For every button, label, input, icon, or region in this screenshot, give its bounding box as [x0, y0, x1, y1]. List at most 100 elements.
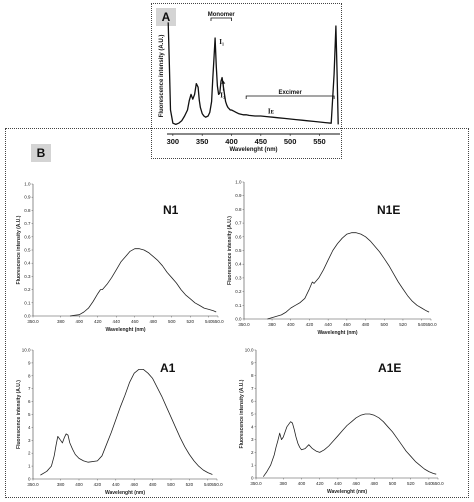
- x-axis-label: Wavelenght (nm): [327, 489, 367, 495]
- y-tick-label: 9: [251, 360, 254, 365]
- y-tick-label: 5: [251, 412, 254, 417]
- series-line: [262, 413, 437, 477]
- x-tick-label: 440: [112, 319, 120, 324]
- y-tick-label: 2: [251, 450, 254, 455]
- x-tick-label: 440: [334, 481, 342, 486]
- series-line: [40, 369, 213, 476]
- x-tick-label: 460: [352, 481, 360, 486]
- x-axis-label: Wavelenght (nm): [105, 490, 145, 496]
- peak-i3-label: I₃: [220, 92, 225, 100]
- y-tick-label: 7: [28, 386, 31, 391]
- chart-n1e: 0.0 0.1 0.2 0.3 0.4 0.5 0.6 0.7 0.8 0.9 1.0 350.0 38…: [227, 180, 437, 337]
- panel-b-frame: [5, 128, 469, 498]
- x-tick-label: 550.0: [432, 481, 444, 486]
- chart-title: A1E: [378, 361, 401, 375]
- y-tick-label: 0.3: [235, 275, 242, 280]
- monomer-label: Monomer: [208, 12, 236, 18]
- x-tick-label: 350.0: [27, 482, 39, 487]
- x-tick-label: 400: [75, 482, 83, 487]
- x-axis-label: Wavelenght (nm): [317, 330, 357, 336]
- y-tick-label: 0: [28, 477, 31, 482]
- x-tick-label: 400: [298, 481, 306, 486]
- y-tick-label: 4: [251, 424, 254, 429]
- x-tick-label: 540: [204, 482, 212, 487]
- y-tick-label: 0.7: [235, 221, 242, 226]
- x-tick-label: 380: [268, 322, 276, 327]
- panel-a-frame: [151, 3, 342, 159]
- panel-b-label: B: [31, 144, 51, 162]
- y-tick-label: 1.0: [24, 182, 31, 187]
- y-tick-label: 6: [28, 399, 31, 404]
- x-tick-label: 380: [280, 481, 288, 486]
- x-tick-label: 500: [380, 322, 388, 327]
- x-tick-label: 480: [371, 481, 379, 486]
- excimer-bracket: [245, 95, 335, 99]
- y-tick-label: 10.0: [245, 348, 254, 353]
- x-tick-label: 540: [418, 322, 426, 327]
- y-tick-label: 1: [251, 463, 254, 468]
- chart-a1: 0 1 2 3 4 5 6 7 8 9 10.0 350.0 380 400 420 440 460 480 500…: [16, 348, 223, 497]
- excimer-label: Excimer: [278, 90, 302, 96]
- y-tick-label: 0: [251, 476, 254, 481]
- x-tick-label: 380: [57, 482, 65, 487]
- y-axis-label: Fluorescence intensity (A.U.): [159, 35, 165, 118]
- peak-ie-label: Iᴇ: [268, 108, 275, 116]
- x-tick-label: 550.0: [212, 319, 224, 324]
- x-tick-label: 500: [389, 481, 397, 486]
- x-tick-label: 520: [186, 319, 194, 324]
- x-tick-label: 420: [94, 482, 102, 487]
- x-tick-label: 520: [186, 482, 194, 487]
- y-tick-label: 0.7: [24, 221, 31, 226]
- x-tick-label: 440: [112, 482, 120, 487]
- x-tick-label: 550.0: [211, 482, 223, 487]
- y-tick-label: 3: [28, 438, 31, 443]
- x-tick-label: 350.0: [238, 322, 250, 327]
- y-tick-label: 0.9: [24, 195, 31, 200]
- series-line: [167, 22, 339, 126]
- peak-i3-arrowhead: [221, 80, 226, 84]
- y-tick-label: 1: [28, 464, 31, 469]
- y-tick-label: 0.6: [235, 234, 242, 239]
- chart-title: N1E: [377, 203, 400, 217]
- y-tick-label: 9: [28, 360, 31, 365]
- y-tick-label: 8: [28, 373, 31, 378]
- x-tick-label: 460: [130, 482, 138, 487]
- x-tick-label: 480: [149, 482, 157, 487]
- x-tick-label: 400: [225, 137, 238, 146]
- y-tick-label: 0.4: [235, 262, 242, 267]
- x-tick-label: 480: [149, 319, 157, 324]
- y-tick-label: 0.8: [24, 208, 31, 213]
- y-axis-label: Fluorescence intensity (A.U.): [239, 379, 245, 448]
- y-tick-label: 4: [28, 425, 31, 430]
- x-tick-label: 550: [313, 137, 326, 146]
- x-tick-label: 350: [196, 137, 209, 146]
- x-tick-label: 460: [343, 322, 351, 327]
- chart-a1e: 0 1 2 3 4 5 6 7 8 9 10.0 350.0 380 400 420 440 460 480 500…: [239, 348, 444, 496]
- y-tick-label: 7: [251, 386, 254, 391]
- y-tick-label: 10.0: [22, 348, 31, 353]
- x-tick-label: 420: [306, 322, 314, 327]
- x-tick-label: 350.0: [27, 319, 39, 324]
- y-tick-label: 1.0: [235, 180, 242, 185]
- y-tick-label: 0.5: [24, 248, 31, 253]
- y-tick-label: 8: [251, 373, 254, 378]
- x-tick-label: 540: [205, 319, 213, 324]
- x-tick-label: 400: [287, 322, 295, 327]
- y-tick-label: 5: [28, 412, 31, 417]
- x-tick-label: 550.0: [425, 322, 437, 327]
- chart-title: N1: [163, 203, 179, 217]
- x-tick-label: 520: [399, 322, 407, 327]
- y-tick-label: 0.5: [235, 248, 242, 253]
- x-tick-label: 540: [425, 481, 433, 486]
- y-tick-label: 0.6: [24, 234, 31, 239]
- y-tick-label: 0.0: [235, 317, 242, 322]
- chart-title: A1: [160, 361, 176, 375]
- y-tick-label: 0.2: [24, 287, 31, 292]
- x-tick-label: 500: [168, 319, 176, 324]
- y-tick-label: 0.2: [235, 289, 242, 294]
- y-tick-label: 0.1: [235, 303, 242, 308]
- x-tick-label: 380: [57, 319, 65, 324]
- x-tick-label: 300: [167, 137, 180, 146]
- x-tick-label: 420: [316, 481, 324, 486]
